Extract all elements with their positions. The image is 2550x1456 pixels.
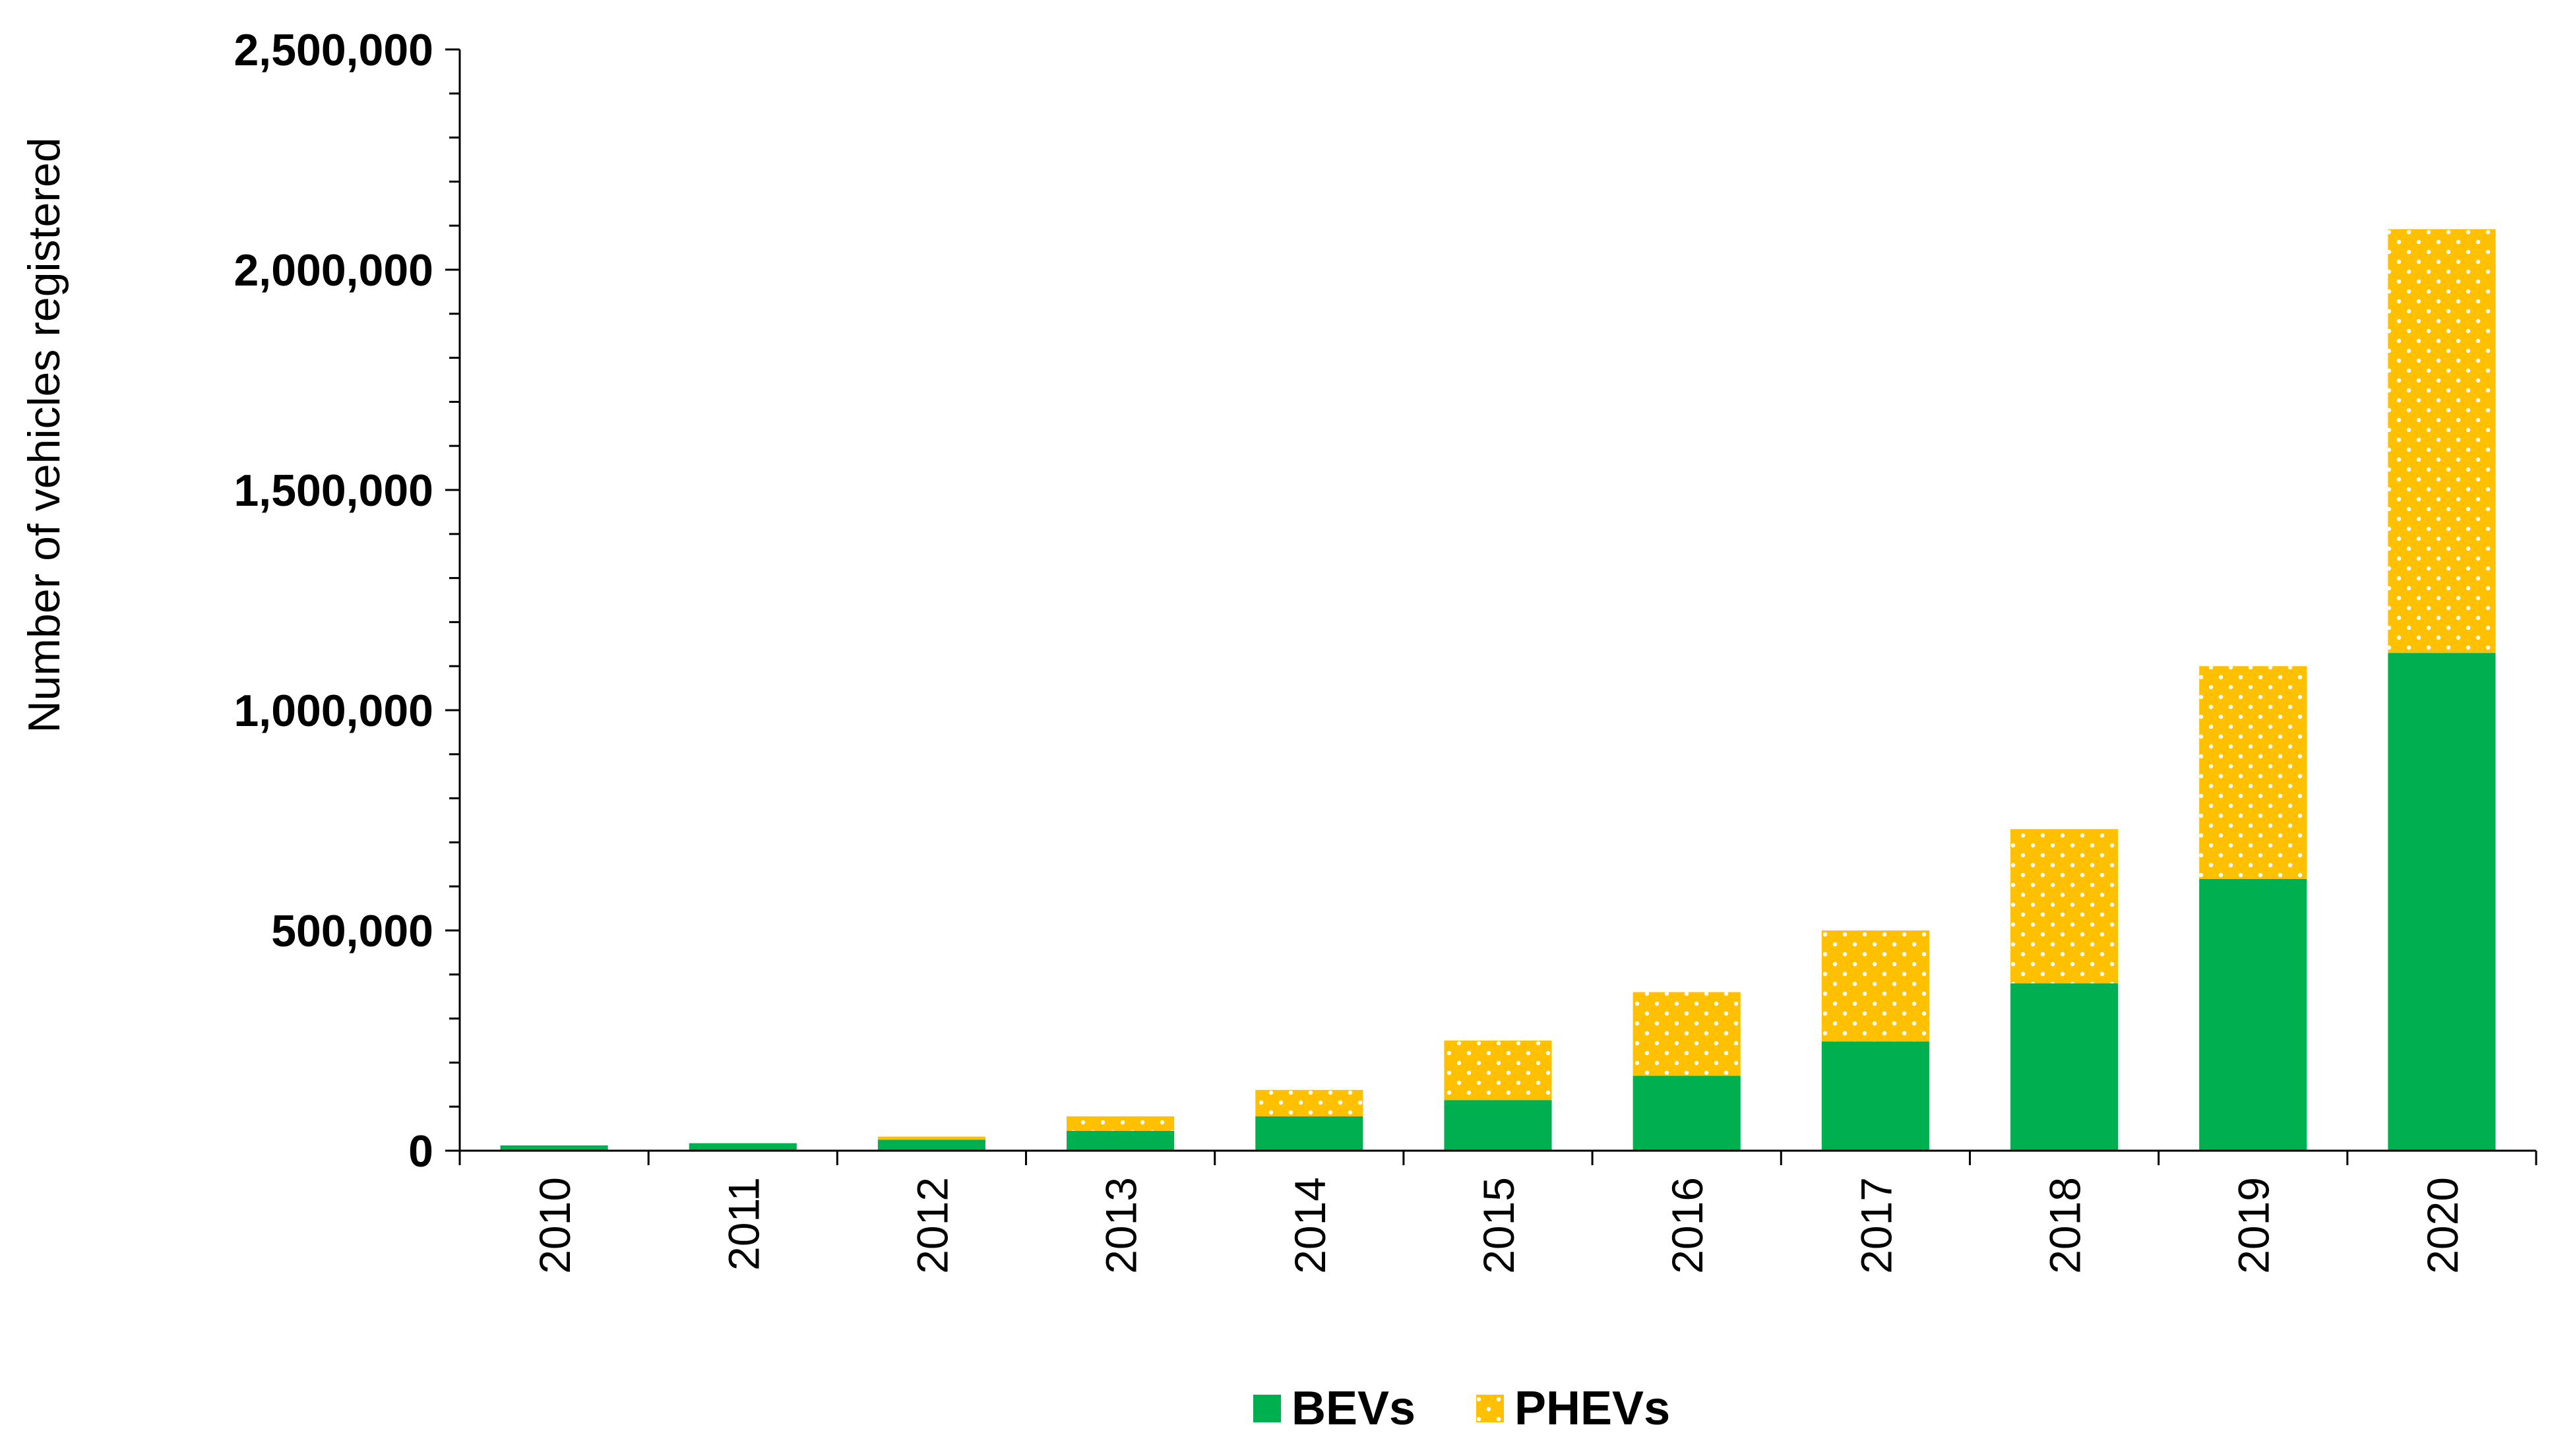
legend: BEVs PHEVs: [1253, 1382, 1670, 1435]
legend-swatch-phevs: [1476, 1395, 1504, 1422]
x-tick-labels: 2010 2011 2012 2013 2014 2015 2016 2017 2018 2019…: [530, 1177, 2467, 1274]
y-tick-label: 1,500,000: [233, 466, 433, 516]
bar-bevs-2017: [1821, 1041, 1929, 1151]
y-tick-label: 500,000: [271, 906, 433, 956]
bar-phevs-2019: [2199, 666, 2307, 879]
bar-phevs-2016: [1633, 992, 1741, 1076]
y-axis-label: Number of vehicles registered: [19, 137, 69, 733]
x-tick-label: 2014: [1286, 1177, 1334, 1274]
bars-layer: [500, 229, 2496, 1151]
x-tick-label: 2018: [2041, 1177, 2090, 1274]
y-tick-labels: 0 500,000 1,000,000 1,500,000 2,000,000 2,500…: [233, 25, 433, 1176]
legend-swatch-bevs: [1253, 1395, 1281, 1422]
bar-bevs-2013: [1067, 1130, 1175, 1151]
bar-bevs-2019: [2199, 878, 2307, 1151]
y-tick-label: 2,000,000: [233, 245, 433, 295]
bar-bevs-2015: [1444, 1100, 1552, 1151]
legend-label-phevs: PHEVs: [1514, 1382, 1670, 1435]
bar-phevs-2017: [1821, 930, 1929, 1042]
bar-phevs-2014: [1255, 1089, 1363, 1116]
bar-phevs-2020: [2388, 229, 2496, 653]
bar-bevs-2016: [1633, 1076, 1741, 1151]
bar-bevs-2011: [689, 1143, 797, 1151]
bar-bevs-2018: [2010, 983, 2119, 1151]
axes-layer: [445, 48, 2537, 1165]
x-tick-label: 2013: [1097, 1177, 1146, 1274]
x-tick-label: 2017: [1851, 1177, 1900, 1274]
bar-phevs-2015: [1444, 1041, 1552, 1101]
bar-phevs-2018: [2010, 829, 2119, 984]
x-tick-label: 2015: [1474, 1177, 1523, 1274]
bar-phevs-2012: [877, 1136, 986, 1140]
x-tick-label: 2010: [530, 1177, 579, 1274]
bar-bevs-2012: [877, 1139, 986, 1151]
x-tick-label: 2016: [1663, 1177, 1712, 1274]
y-tick-label: 2,500,000: [233, 25, 433, 75]
legend-label-bevs: BEVs: [1291, 1382, 1415, 1435]
bar-bevs-2020: [2388, 653, 2496, 1151]
x-tick-label: 2011: [719, 1177, 768, 1271]
x-tick-label: 2019: [2229, 1177, 2278, 1274]
y-tick-label: 1,000,000: [233, 686, 433, 736]
bar-phevs-2013: [1067, 1116, 1175, 1131]
bar-bevs-2010: [500, 1145, 608, 1151]
x-tick-label: 2012: [908, 1177, 956, 1274]
y-tick-label: 0: [408, 1126, 433, 1176]
x-tick-label: 2020: [2418, 1177, 2467, 1274]
bar-bevs-2014: [1255, 1116, 1363, 1151]
